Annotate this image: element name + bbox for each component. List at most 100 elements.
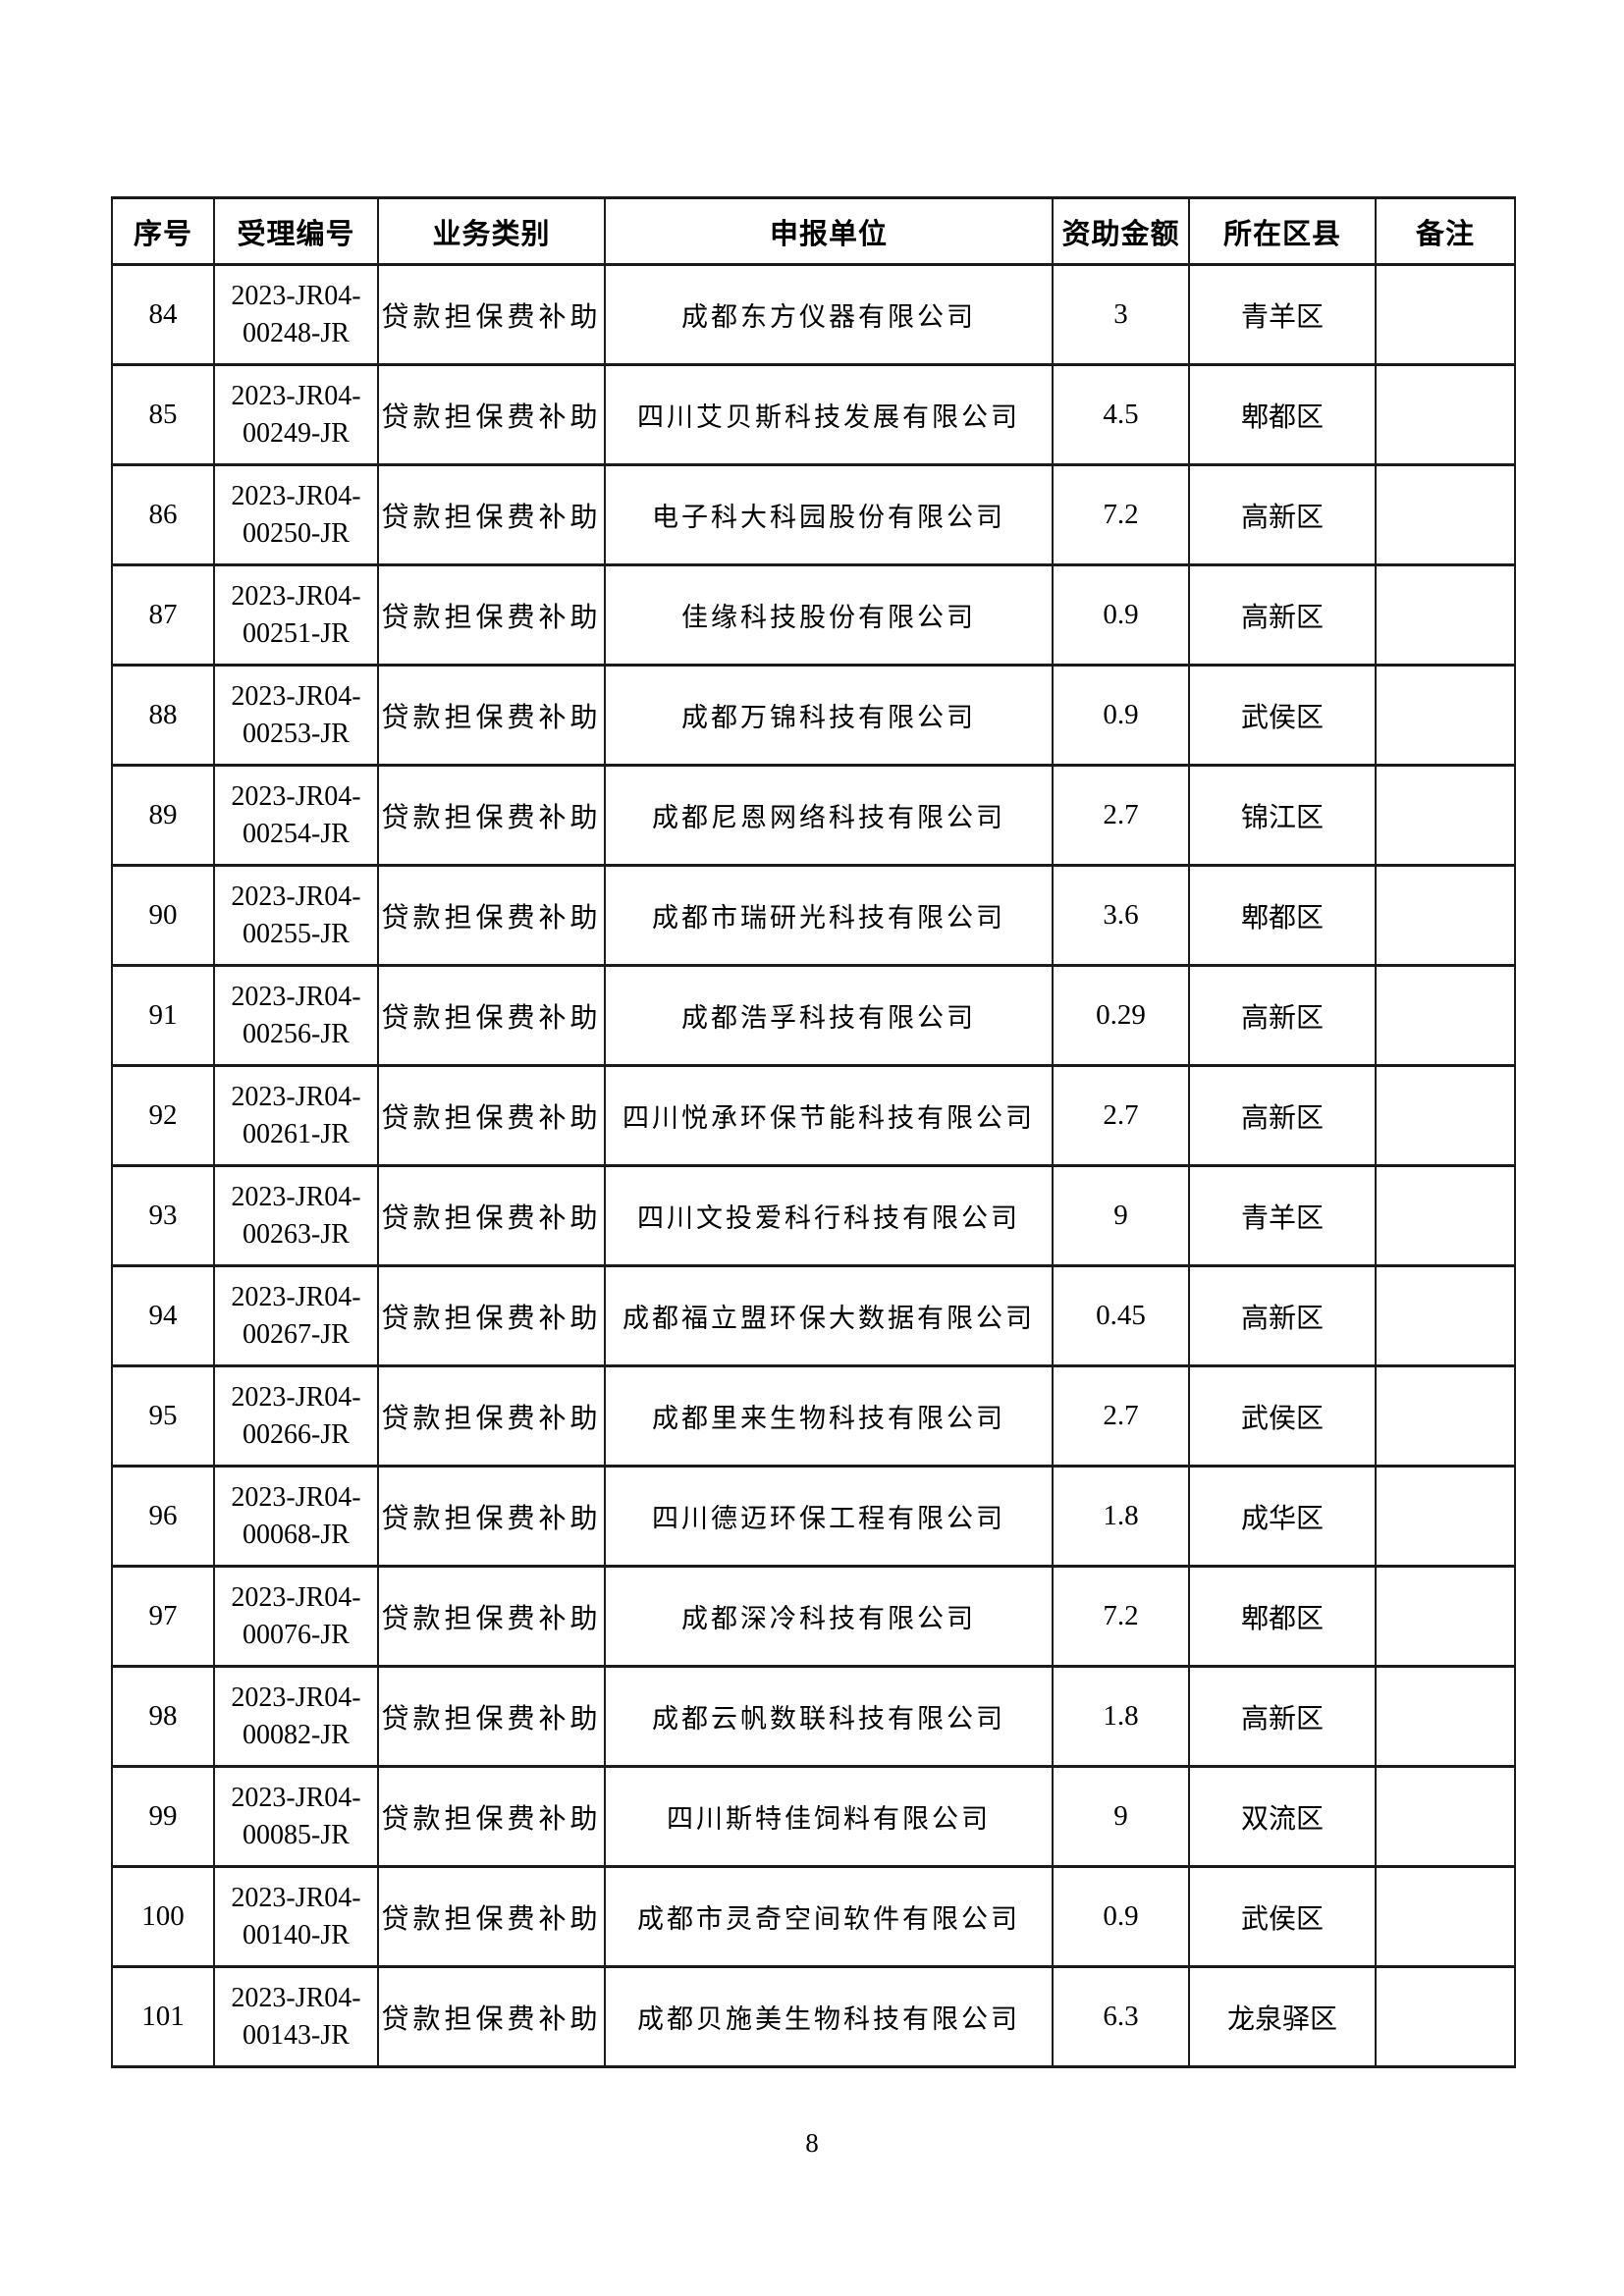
cell-amount: 1.8 xyxy=(1052,1665,1190,1768)
cell-amount: 7.2 xyxy=(1052,1565,1190,1668)
cell-remark xyxy=(1375,1164,1516,1267)
cell-amount: 9 xyxy=(1052,1765,1190,1868)
cell-district: 郫都区 xyxy=(1188,864,1377,967)
cell-code: 2023-JR04- 00076-JR xyxy=(213,1565,379,1668)
cell-remark xyxy=(1375,563,1516,667)
table-row: 86 2023-JR04- 00250-JR 贷款担保费补助 电子科大科园股份有… xyxy=(111,463,1516,566)
cell-amount: 4.5 xyxy=(1052,363,1190,466)
cell-category: 贷款担保费补助 xyxy=(377,864,606,967)
cell-district: 武侯区 xyxy=(1188,1364,1377,1468)
table-header: 序号 受理编号 业务类别 申报单位 资助金额 所在区县 备注 xyxy=(111,196,1516,266)
cell-district: 高新区 xyxy=(1188,463,1377,566)
cell-district: 高新区 xyxy=(1188,1064,1377,1167)
cell-category: 贷款担保费补助 xyxy=(377,1565,606,1668)
table-row: 87 2023-JR04- 00251-JR 贷款担保费补助 佳缘科技股份有限公… xyxy=(111,563,1516,667)
cell-code: 2023-JR04- 00261-JR xyxy=(213,1064,379,1167)
cell-amount: 0.45 xyxy=(1052,1264,1190,1367)
header-row: 序号 受理编号 业务类别 申报单位 资助金额 所在区县 备注 xyxy=(111,196,1516,266)
cell-code: 2023-JR04- 00085-JR xyxy=(213,1765,379,1868)
cell-index: 87 xyxy=(111,563,215,667)
cell-applicant: 成都东方仪器有限公司 xyxy=(604,263,1054,366)
cell-remark xyxy=(1375,864,1516,967)
cell-amount: 9 xyxy=(1052,1164,1190,1267)
cell-district: 武侯区 xyxy=(1188,664,1377,767)
cell-category: 贷款担保费补助 xyxy=(377,263,606,366)
cell-code: 2023-JR04- 00248-JR xyxy=(213,263,379,366)
cell-category: 贷款担保费补助 xyxy=(377,1665,606,1768)
table-row: 85 2023-JR04- 00249-JR 贷款担保费补助 四川艾贝斯科技发展… xyxy=(111,363,1516,466)
cell-district: 双流区 xyxy=(1188,1765,1377,1868)
cell-code: 2023-JR04- 00250-JR xyxy=(213,463,379,566)
cell-remark xyxy=(1375,664,1516,767)
cell-category: 贷款担保费补助 xyxy=(377,1064,606,1167)
cell-amount: 0.9 xyxy=(1052,1865,1190,1968)
cell-category: 贷款担保费补助 xyxy=(377,664,606,767)
cell-index: 100 xyxy=(111,1865,215,1968)
cell-index: 99 xyxy=(111,1765,215,1868)
table-row: 91 2023-JR04- 00256-JR 贷款担保费补助 成都浩孚科技有限公… xyxy=(111,964,1516,1067)
cell-district: 龙泉驿区 xyxy=(1188,1965,1377,2068)
column-header: 备注 xyxy=(1375,196,1516,266)
cell-applicant: 成都尼恩网络科技有限公司 xyxy=(604,764,1054,867)
cell-amount: 2.7 xyxy=(1052,1364,1190,1468)
cell-code: 2023-JR04- 00267-JR xyxy=(213,1264,379,1367)
cell-applicant: 四川艾贝斯科技发展有限公司 xyxy=(604,363,1054,466)
table-row: 97 2023-JR04- 00076-JR 贷款担保费补助 成都深冷科技有限公… xyxy=(111,1565,1516,1668)
cell-index: 86 xyxy=(111,463,215,566)
cell-category: 贷款担保费补助 xyxy=(377,1765,606,1868)
cell-remark xyxy=(1375,1665,1516,1768)
cell-code: 2023-JR04- 00255-JR xyxy=(213,864,379,967)
cell-remark xyxy=(1375,1865,1516,1968)
cell-amount: 7.2 xyxy=(1052,463,1190,566)
cell-applicant: 四川斯特佳饲料有限公司 xyxy=(604,1765,1054,1868)
cell-category: 贷款担保费补助 xyxy=(377,1164,606,1267)
cell-category: 贷款担保费补助 xyxy=(377,1465,606,1568)
cell-remark xyxy=(1375,1765,1516,1868)
cell-remark xyxy=(1375,1264,1516,1367)
cell-applicant: 成都市瑞研光科技有限公司 xyxy=(604,864,1054,967)
cell-amount: 2.7 xyxy=(1052,1064,1190,1167)
cell-applicant: 佳缘科技股份有限公司 xyxy=(604,563,1054,667)
cell-amount: 1.8 xyxy=(1052,1465,1190,1568)
table-row: 99 2023-JR04- 00085-JR 贷款担保费补助 四川斯特佳饲料有限… xyxy=(111,1765,1516,1868)
cell-applicant: 成都浩孚科技有限公司 xyxy=(604,964,1054,1067)
cell-code: 2023-JR04- 00140-JR xyxy=(213,1865,379,1968)
cell-code: 2023-JR04- 00256-JR xyxy=(213,964,379,1067)
cell-index: 93 xyxy=(111,1164,215,1267)
funding-table: 序号 受理编号 业务类别 申报单位 资助金额 所在区县 备注 84 2023-J… xyxy=(111,196,1516,2068)
cell-remark xyxy=(1375,1364,1516,1468)
cell-code: 2023-JR04- 00254-JR xyxy=(213,764,379,867)
column-header: 申报单位 xyxy=(604,196,1054,266)
cell-code: 2023-JR04- 00068-JR xyxy=(213,1465,379,1568)
cell-category: 贷款担保费补助 xyxy=(377,1965,606,2068)
cell-district: 郫都区 xyxy=(1188,1565,1377,1668)
cell-applicant: 成都万锦科技有限公司 xyxy=(604,664,1054,767)
table-row: 92 2023-JR04- 00261-JR 贷款担保费补助 四川悦承环保节能科… xyxy=(111,1064,1516,1167)
cell-remark xyxy=(1375,263,1516,366)
cell-code: 2023-JR04- 00251-JR xyxy=(213,563,379,667)
cell-applicant: 成都福立盟环保大数据有限公司 xyxy=(604,1264,1054,1367)
cell-code: 2023-JR04- 00263-JR xyxy=(213,1164,379,1267)
cell-index: 89 xyxy=(111,764,215,867)
cell-district: 高新区 xyxy=(1188,563,1377,667)
table-row: 95 2023-JR04- 00266-JR 贷款担保费补助 成都里来生物科技有… xyxy=(111,1364,1516,1468)
cell-applicant: 成都市灵奇空间软件有限公司 xyxy=(604,1865,1054,1968)
cell-category: 贷款担保费补助 xyxy=(377,964,606,1067)
cell-amount: 0.29 xyxy=(1052,964,1190,1067)
page-number: 8 xyxy=(805,2128,819,2158)
cell-district: 高新区 xyxy=(1188,1264,1377,1367)
cell-applicant: 成都贝施美生物科技有限公司 xyxy=(604,1965,1054,2068)
column-header: 资助金额 xyxy=(1052,196,1190,266)
cell-remark xyxy=(1375,764,1516,867)
cell-index: 101 xyxy=(111,1965,215,2068)
cell-index: 97 xyxy=(111,1565,215,1668)
cell-index: 98 xyxy=(111,1665,215,1768)
cell-remark xyxy=(1375,964,1516,1067)
cell-index: 95 xyxy=(111,1364,215,1468)
cell-applicant: 成都深冷科技有限公司 xyxy=(604,1565,1054,1668)
cell-index: 88 xyxy=(111,664,215,767)
cell-amount: 3 xyxy=(1052,263,1190,366)
cell-code: 2023-JR04- 00249-JR xyxy=(213,363,379,466)
table-row: 89 2023-JR04- 00254-JR 贷款担保费补助 成都尼恩网络科技有… xyxy=(111,764,1516,867)
cell-remark xyxy=(1375,1465,1516,1568)
